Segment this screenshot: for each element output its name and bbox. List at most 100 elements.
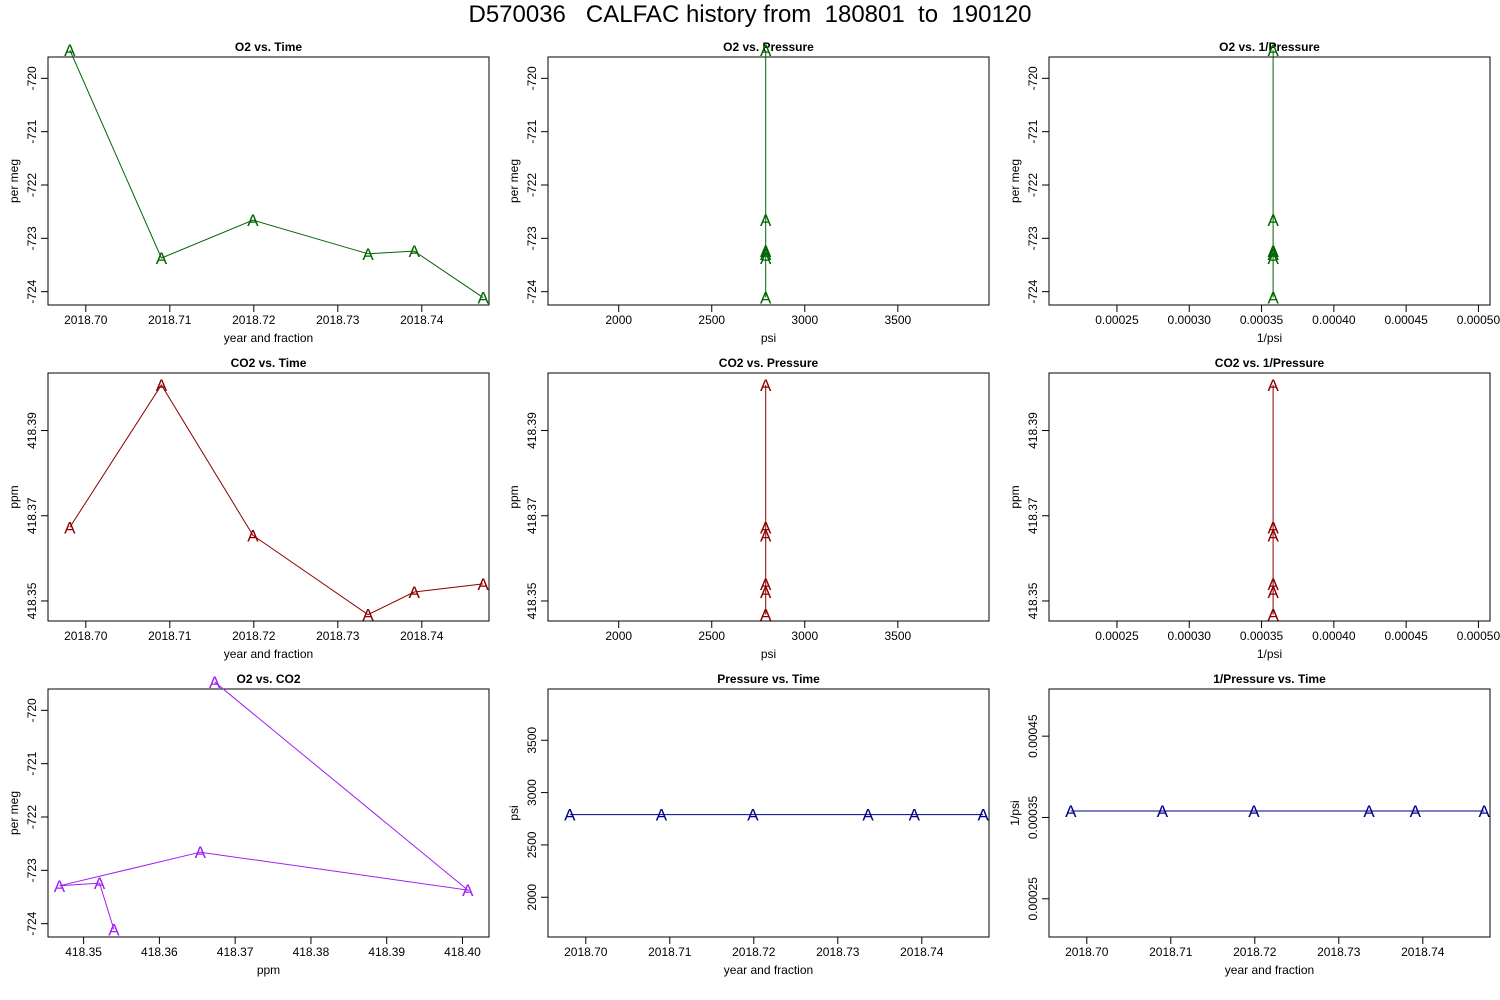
data-point: A	[1267, 575, 1279, 594]
data-point: A	[1363, 802, 1375, 821]
y-tick-label: -724	[525, 279, 539, 303]
x-tick-label: 2500	[698, 629, 725, 643]
y-axis-label: ppm	[507, 485, 521, 508]
y-tick-label: -721	[25, 119, 39, 143]
data-point: A	[362, 245, 374, 264]
x-tick-label: 2018.73	[316, 629, 360, 643]
x-axis-label: 1/psi	[1257, 647, 1282, 661]
x-tick-label: 2018.73	[316, 313, 360, 327]
data-point: A	[64, 41, 76, 60]
panel-title: O2 vs. Time	[235, 40, 302, 54]
y-tick-label: -722	[525, 173, 539, 197]
y-tick-label: -724	[25, 279, 39, 303]
panel-title: O2 vs. 1/Pressure	[1219, 40, 1320, 54]
y-tick-label: -722	[25, 173, 39, 197]
data-point: A	[760, 242, 772, 261]
chart-panel: CO2 vs. 1/Pressure 0.00025 0.00030 0.00035 0…	[1008, 356, 1500, 661]
x-tick-label: 2000	[605, 313, 632, 327]
y-tick-label: 2000	[525, 884, 539, 911]
x-tick-label: 2018.71	[148, 629, 192, 643]
x-tick-label: 3000	[791, 313, 818, 327]
x-axis-label: ppm	[257, 963, 280, 977]
data-point: A	[156, 376, 168, 395]
data-point: A	[156, 249, 168, 268]
y-tick-label: -724	[1026, 279, 1040, 303]
y-tick-label: 0.00025	[1026, 877, 1040, 921]
plot-frame	[1048, 56, 1491, 306]
x-tick-label: 2018.73	[1317, 945, 1361, 959]
plot-frame	[1048, 372, 1491, 622]
x-tick-label: 2018.71	[1149, 945, 1193, 959]
data-point: A	[477, 289, 489, 308]
panel-title: CO2 vs. Time	[231, 356, 307, 370]
data-point: A	[1267, 249, 1279, 268]
panel-title: O2 vs. CO2	[236, 672, 300, 686]
y-tick-label: 418.39	[25, 412, 39, 449]
y-axis-label: per meg	[507, 159, 521, 203]
y-tick-label: -721	[1026, 119, 1040, 143]
y-tick-label: 418.37	[1026, 497, 1040, 534]
y-tick-label: 0.00035	[1026, 795, 1040, 839]
x-tick-label: 418.39	[368, 945, 405, 959]
x-tick-label: 418.38	[293, 945, 330, 959]
x-tick-label: 0.00040	[1312, 313, 1356, 327]
data-point: A	[760, 249, 772, 268]
data-point: A	[1267, 518, 1279, 537]
x-axis-label: year and fraction	[1225, 963, 1314, 977]
y-tick-label: 418.35	[1026, 582, 1040, 619]
y-axis-label: ppm	[7, 485, 21, 508]
x-tick-label: 2018.74	[400, 313, 444, 327]
chart-panel: 1/Pressure vs. Time 2018.70 2018.71 2018.72…	[1008, 672, 1491, 977]
y-tick-label: -723	[1026, 226, 1040, 250]
panel-title: CO2 vs. Pressure	[719, 356, 819, 370]
data-point: A	[760, 289, 772, 308]
x-tick-label: 2018.71	[148, 313, 192, 327]
y-tick-label: 418.39	[1026, 412, 1040, 449]
y-axis-label: per meg	[7, 791, 21, 835]
panel-title: Pressure vs. Time	[717, 672, 820, 686]
x-tick-label: 2018.70	[1065, 945, 1109, 959]
chart-panel: O2 vs. CO2 418.35 418.36 418.37 418.38 418.39…	[7, 672, 490, 977]
data-point: A	[1267, 41, 1279, 60]
data-point: A	[1267, 606, 1279, 625]
y-tick-label: -722	[1026, 173, 1040, 197]
y-tick-label: -723	[525, 226, 539, 250]
y-axis-label: per meg	[7, 159, 21, 203]
plot-frame	[547, 688, 990, 938]
panel-title: 1/Pressure vs. Time	[1213, 672, 1326, 686]
x-tick-label: 418.36	[141, 945, 178, 959]
x-tick-label: 2018.72	[732, 945, 776, 959]
chart-panel: O2 vs. Time 2018.70 2018.71 2018.72 2018.73 2…	[7, 40, 490, 345]
x-tick-label: 2018.70	[64, 313, 108, 327]
x-tick-label: 0.00045	[1384, 629, 1428, 643]
data-point: A	[247, 211, 259, 230]
panel-title: O2 vs. Pressure	[723, 40, 814, 54]
data-point: A	[1410, 802, 1422, 821]
y-tick-label: -721	[525, 119, 539, 143]
panel-title: CO2 vs. 1/Pressure	[1215, 356, 1325, 370]
y-tick-label: -720	[525, 66, 539, 90]
data-point: A	[1478, 802, 1490, 821]
y-tick-label: 3500	[525, 727, 539, 754]
x-tick-label: 2018.70	[564, 945, 608, 959]
data-point: A	[1267, 242, 1279, 261]
x-tick-label: 0.00050	[1457, 313, 1500, 327]
data-point: A	[760, 526, 772, 545]
x-tick-label: 3000	[791, 629, 818, 643]
x-tick-label: 418.35	[65, 945, 102, 959]
plot-frame	[547, 56, 990, 306]
y-axis-label: psi	[507, 805, 521, 820]
chart-panel: O2 vs. Pressure 2000 2500 3000 3500 psi -720 -7…	[507, 40, 990, 345]
x-axis-label: year and fraction	[224, 647, 313, 661]
data-point: A	[1065, 802, 1077, 821]
x-axis-label: year and fraction	[224, 331, 313, 345]
x-axis-label: psi	[761, 647, 776, 661]
data-point: A	[1267, 245, 1279, 264]
data-point: A	[195, 843, 207, 862]
data-point: A	[760, 376, 772, 395]
y-tick-label: -721	[25, 751, 39, 775]
x-tick-label: 2018.72	[232, 313, 276, 327]
series-line	[69, 49, 484, 298]
